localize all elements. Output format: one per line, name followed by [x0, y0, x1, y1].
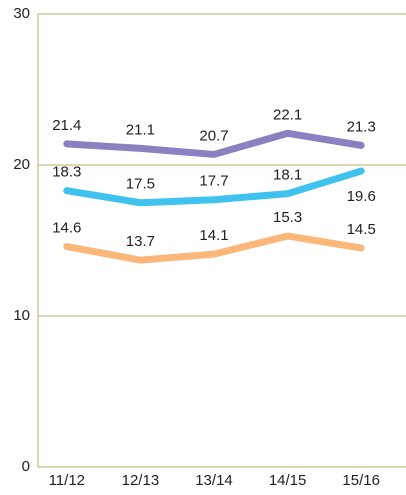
data-label: 18.3 [52, 164, 81, 181]
x-tick-label: 14/15 [269, 472, 307, 489]
data-label: 14.5 [347, 221, 376, 238]
data-label: 17.5 [126, 176, 155, 193]
data-label: 13.7 [126, 233, 155, 250]
y-tick-label: 0 [22, 458, 30, 475]
data-label: 18.1 [273, 167, 302, 184]
data-label: 20.7 [199, 127, 228, 144]
series-line [63, 167, 365, 207]
y-tick-label: 30 [13, 5, 30, 22]
y-tick-label: 20 [13, 156, 30, 173]
series-line [63, 129, 365, 158]
data-label: 14.1 [199, 227, 228, 244]
data-label: 21.4 [52, 117, 81, 134]
data-label: 14.6 [52, 220, 81, 237]
data-label: 21.3 [347, 118, 376, 135]
data-label: 17.7 [199, 173, 228, 190]
data-label: 22.1 [273, 106, 302, 123]
series-line [63, 232, 365, 264]
data-label: 19.6 [347, 188, 376, 205]
y-tick-label: 10 [13, 307, 30, 324]
data-label: 15.3 [273, 209, 302, 226]
x-tick-label: 12/13 [122, 472, 160, 489]
x-tick-label: 15/16 [342, 472, 380, 489]
x-tick-label: 11/12 [49, 472, 85, 489]
data-label: 21.1 [126, 121, 155, 138]
x-tick-label: 13/14 [195, 472, 233, 489]
